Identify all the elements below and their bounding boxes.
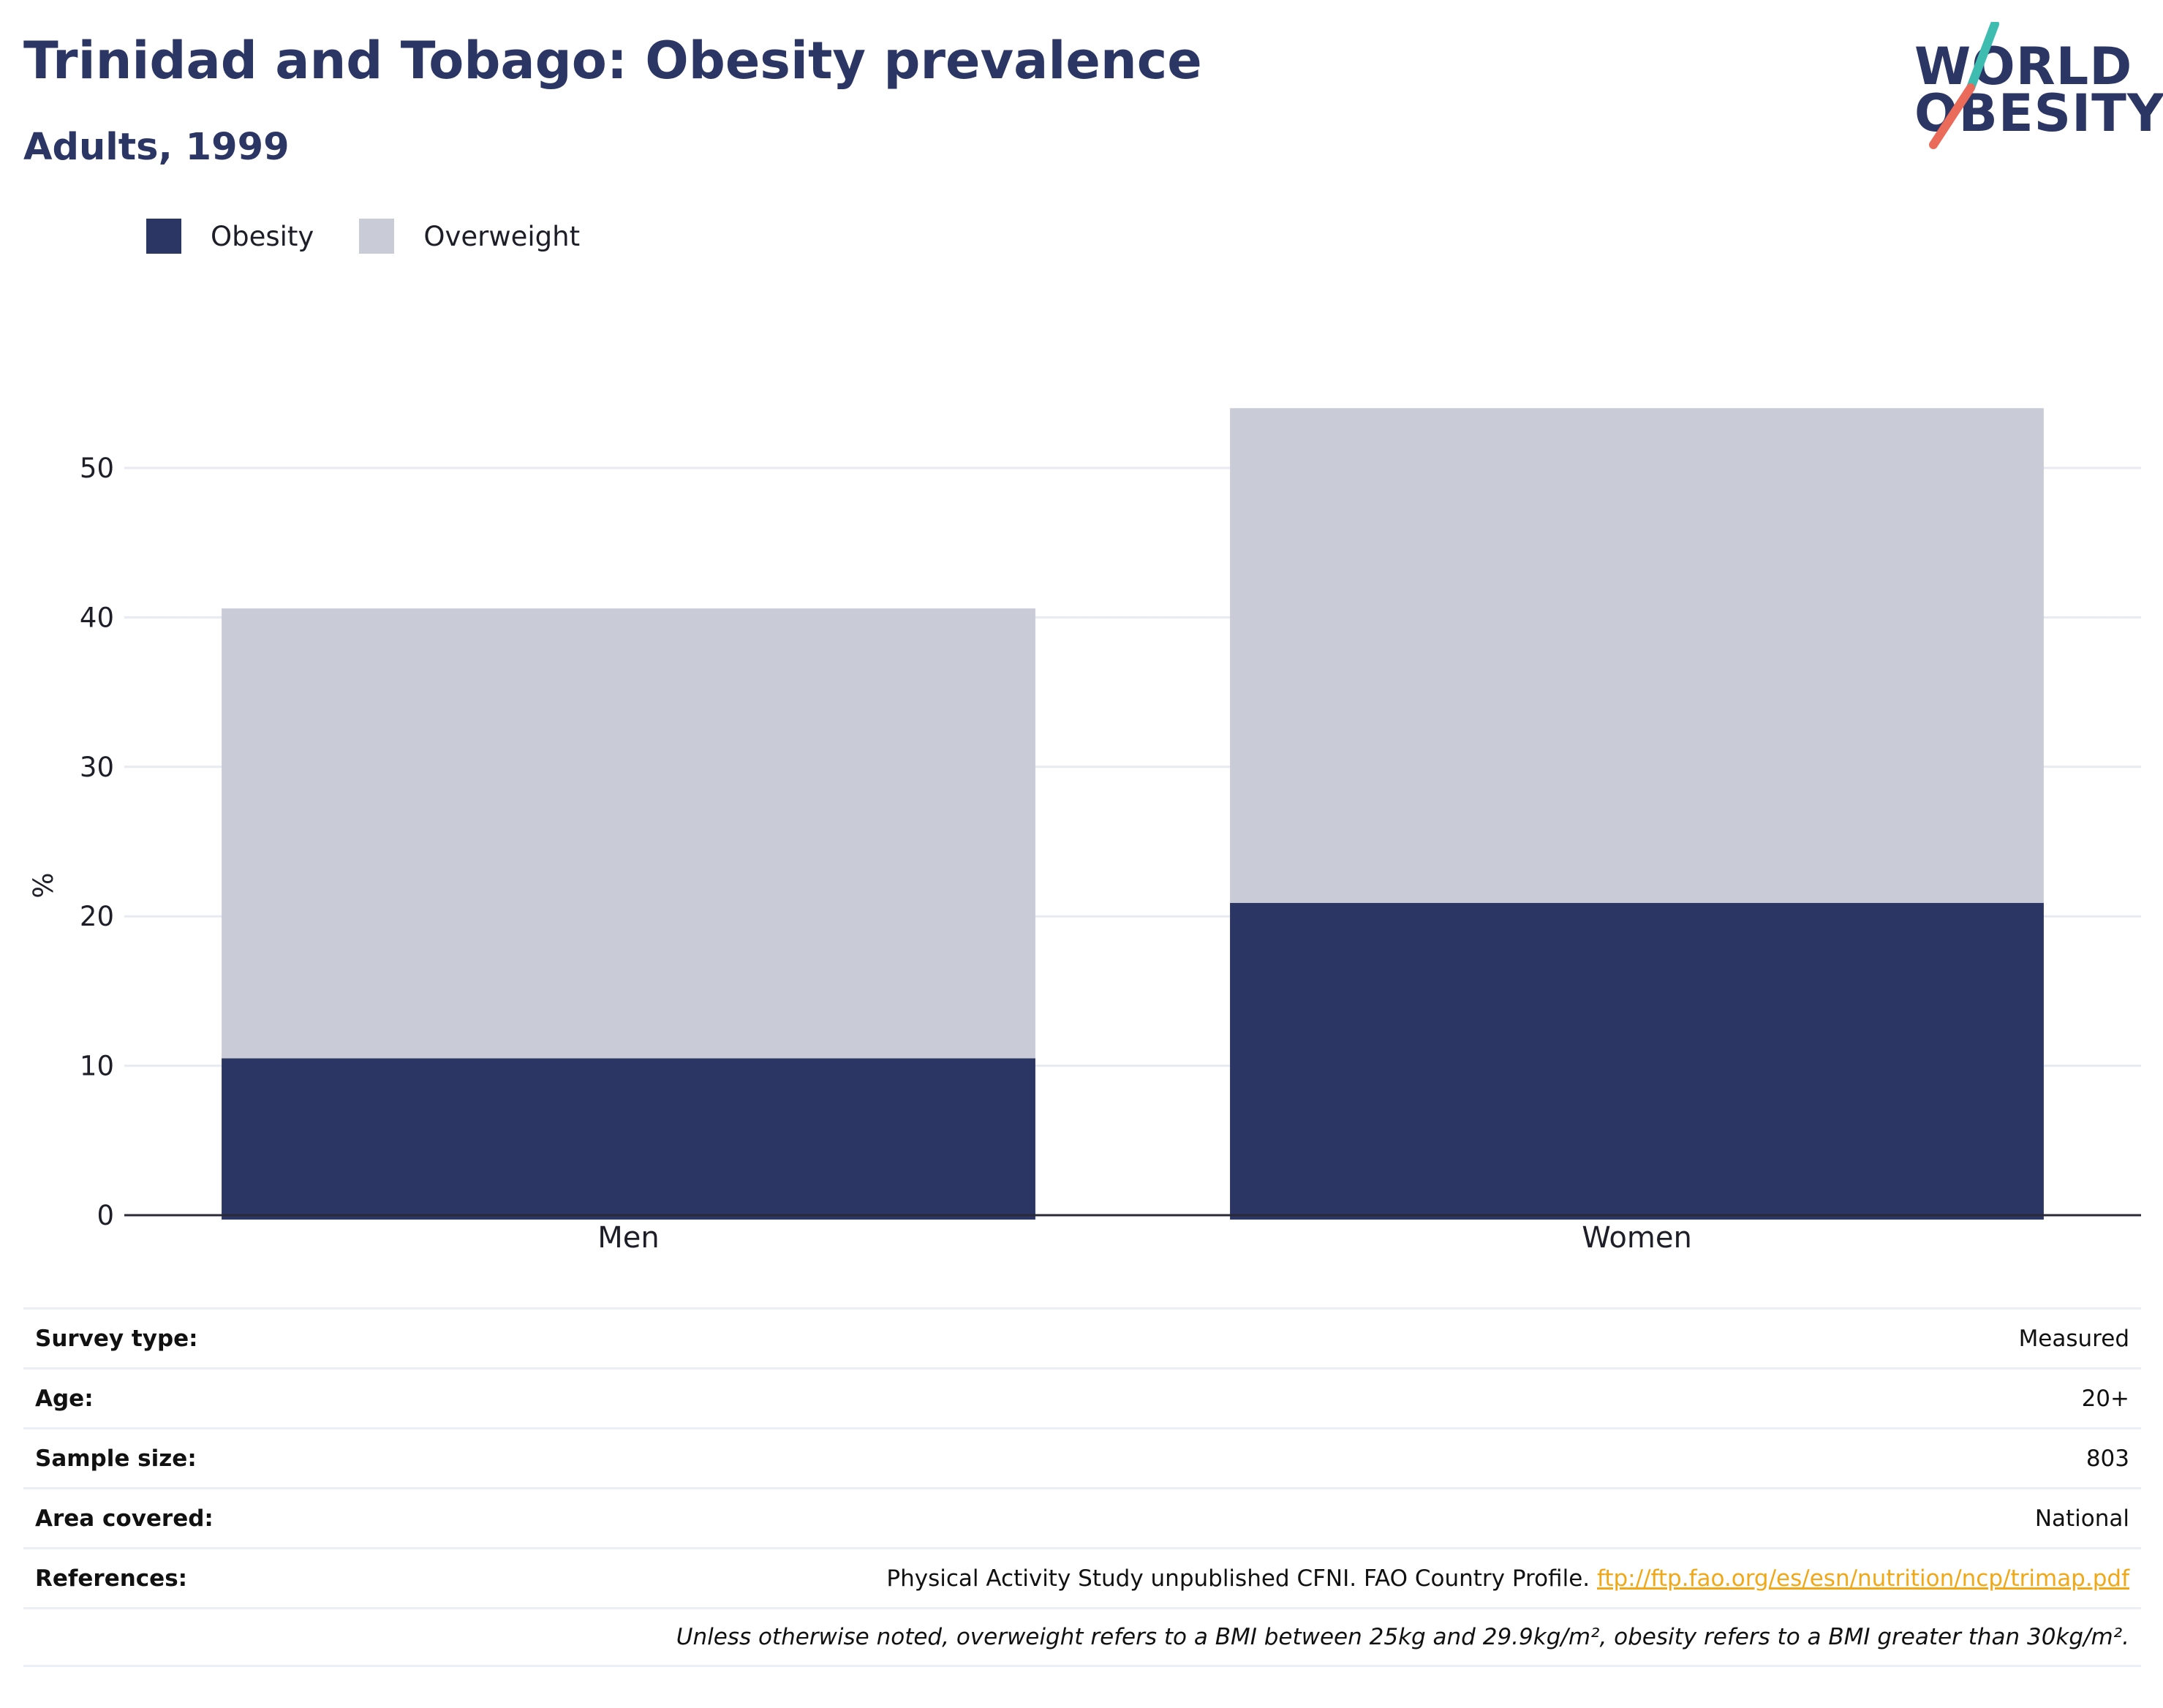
bar-obesity-men [222,1058,1035,1220]
bmi-definition-note: Unless otherwise noted, overweight refer… [676,1624,2129,1650]
stacked-bar-chart: 0 10 20 30 40 50% Men Women [28,408,2141,1255]
x-category-label: Men [597,1221,659,1255]
info-row-age: Age: 20+ [23,1367,2141,1427]
legend-swatch-obesity [146,219,181,254]
y-tick-label: 10 [80,1051,114,1082]
y-tick-label: 0 [97,1200,114,1231]
info-row-area-covered: Area covered: National [23,1487,2141,1547]
chart-legend: Obesity Overweight [146,218,625,254]
x-category-label: Women [1582,1221,1692,1255]
y-tick-label: 20 [80,901,114,932]
info-row-survey-type: Survey type: Measured [23,1307,2141,1367]
info-value: National [2034,1505,2129,1532]
info-label: Area covered: [35,1505,214,1532]
world-obesity-logo: WORLD OBESITY [1901,22,2163,154]
legend-item-obesity[interactable]: Obesity [146,219,314,254]
y-axis-title: % [28,872,59,898]
info-row-references: References: Physical Activity Study unpu… [23,1547,2141,1607]
info-label: Sample size: [35,1445,197,1472]
info-label: Age: [35,1385,94,1412]
y-tick-label: 30 [80,752,114,783]
info-label: Survey type: [35,1325,198,1352]
legend-label-obesity: Obesity [211,220,314,252]
logo-text-world: WORLD [1914,37,2133,97]
legend-swatch-overweight [359,219,395,254]
legend-label-overweight: Overweight [423,220,581,252]
logo-slash-icon [1929,22,1999,149]
y-tick-label: 50 [80,453,114,484]
bar-overweight-men [222,608,1035,1059]
y-tick-label: 40 [80,602,114,633]
info-value: 803 [2085,1445,2129,1472]
references-link[interactable]: ftp://ftp.fao.org/es/esn/nutrition/ncp/t… [1596,1565,2129,1592]
info-label: References: [35,1565,188,1592]
legend-item-overweight[interactable]: Overweight [359,219,580,254]
info-row-note: Unless otherwise noted, overweight refer… [23,1607,2141,1667]
chart-title: Trinidad and Tobago: Obesity prevalence [23,31,1202,91]
info-value: Measured [2018,1325,2129,1352]
info-row-sample-size: Sample size: 803 [23,1427,2141,1487]
survey-info-table: Survey type: Measured Age: 20+ Sample si… [23,1307,2141,1667]
references-value: Physical Activity Study unpublished CFNI… [886,1565,2129,1592]
bar-overweight-women [1230,408,2044,903]
bar-obesity-women [1230,902,2044,1220]
references-text: Physical Activity Study unpublished CFNI… [886,1565,1590,1592]
chart-subtitle: Adults, 1999 [23,126,290,169]
info-value: 20+ [2081,1385,2129,1412]
